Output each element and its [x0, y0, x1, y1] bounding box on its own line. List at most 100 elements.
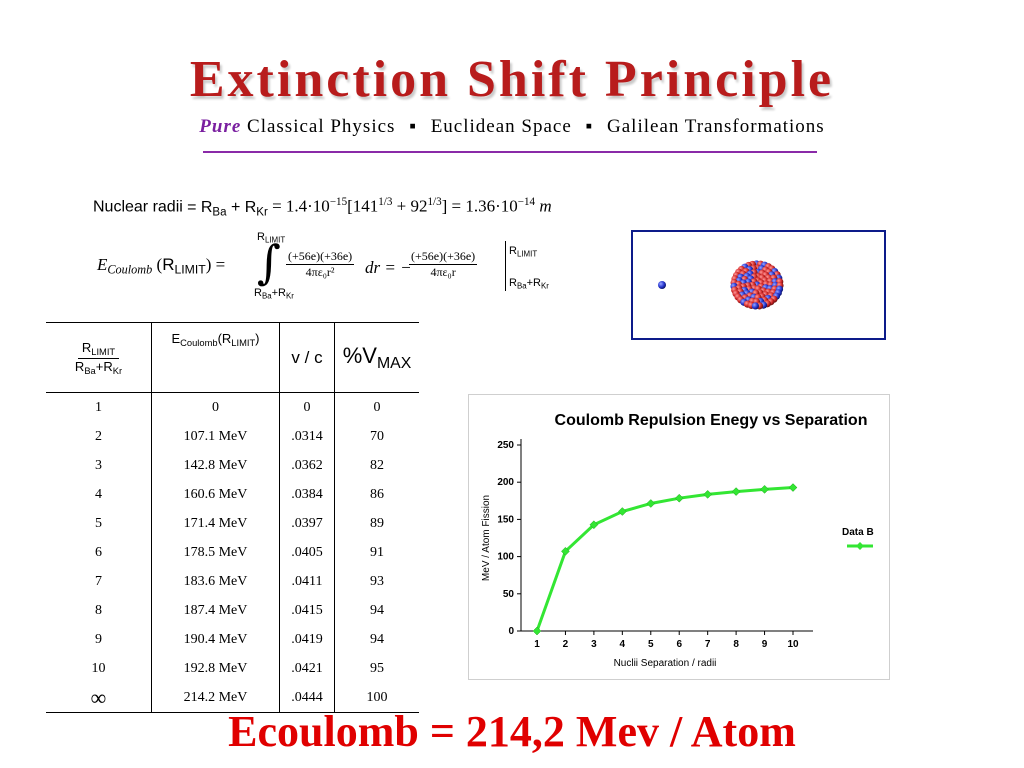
- neutron-particle: [751, 302, 759, 310]
- cell-coulomb-energy: 183.6 MeV: [151, 567, 280, 596]
- cell-coulomb-energy: 187.4 MeV: [151, 596, 280, 625]
- cell-velocity-ratio: .0421: [279, 654, 335, 683]
- cell-radius-ratio: 8: [95, 602, 102, 618]
- subtitle-item: Galilean Transformations: [607, 116, 825, 137]
- table-row: 9 190.4 MeV .0419 94: [46, 625, 419, 654]
- cell-percent-vmax: 82: [334, 451, 419, 480]
- differential: dr = −: [365, 258, 412, 277]
- x-tick-label: 1: [534, 639, 540, 650]
- cell-percent-vmax: 70: [334, 422, 419, 451]
- cell-radius-ratio: 7: [95, 573, 102, 589]
- y-tick-label: 250: [497, 440, 514, 451]
- integral-lower-limit: RBa+RKr: [254, 287, 294, 301]
- x-tick-label: 7: [705, 639, 711, 650]
- chart-svg: Coulomb Repulsion Enegy vs Separation 0 50…: [481, 412, 874, 669]
- x-tick-label: 4: [620, 639, 626, 650]
- eval-upper-limit: RLIMIT: [509, 245, 538, 259]
- cell-radius-ratio: 5: [95, 515, 102, 531]
- header-radius-ratio: RLIMIT RBa+RKr: [74, 340, 123, 376]
- cell-percent-vmax: 93: [334, 567, 419, 596]
- cell-velocity-ratio: .0314: [279, 422, 335, 451]
- table-row: 2 107.1 MeV .0314 70: [46, 422, 419, 451]
- data-point: [617, 507, 627, 516]
- cell-percent-vmax: 100: [334, 683, 419, 713]
- cell-radius-ratio: 4: [95, 486, 102, 502]
- x-tick-label: 6: [676, 639, 682, 650]
- cell-coulomb-energy: 190.4 MeV: [151, 625, 280, 654]
- cell-velocity-ratio: .0362: [279, 451, 335, 480]
- neutron-particle: [658, 281, 666, 289]
- evaluation-bar: [505, 241, 506, 291]
- cell-velocity-ratio: 0: [279, 392, 335, 422]
- cell-velocity-ratio: .0411: [279, 567, 335, 596]
- cell-coulomb-energy: 107.1 MeV: [151, 422, 280, 451]
- data-point: [674, 493, 684, 503]
- cell-percent-vmax: 94: [334, 596, 419, 625]
- cell-radius-ratio: 3: [95, 457, 102, 473]
- cell-radius-ratio: 6: [95, 544, 102, 560]
- slide-subtitle: Pure Classical Physics ▪ Euclidean Space…: [0, 116, 1024, 138]
- subtitle-separator: ▪: [409, 116, 417, 137]
- cell-radius-ratio: 9: [95, 631, 102, 647]
- result-fraction: (+56e)(+36e) 4πε₀r: [409, 249, 478, 279]
- coulomb-energy-table: RLIMIT RBa+RKr ECoulomb(RLIMIT) v / c %VM…: [46, 322, 419, 713]
- data-point: [760, 484, 769, 494]
- y-tick-label: 150: [497, 514, 514, 525]
- legend-marker: [856, 542, 864, 550]
- header-percent-vmax: %VMAX: [334, 322, 419, 393]
- table-row: ∞ 214.2 MeV .0444 100: [46, 683, 419, 713]
- subtitle-item: Classical Physics: [247, 116, 396, 137]
- title-underline: [203, 151, 817, 153]
- y-tick-label: 50: [503, 589, 515, 600]
- data-point: [532, 626, 542, 636]
- cell-percent-vmax: 89: [334, 509, 419, 538]
- cell-velocity-ratio: .0405: [279, 538, 335, 567]
- data-point: [703, 490, 713, 499]
- cell-percent-vmax: 94: [334, 625, 419, 654]
- table-row: 4 160.6 MeV .0384 86: [46, 480, 419, 509]
- header-velocity-ratio: v / c: [279, 322, 335, 393]
- cell-coulomb-energy: 178.5 MeV: [151, 538, 280, 567]
- table-row: 7 183.6 MeV .0411 93: [46, 567, 419, 596]
- nuclear-radii-equation: Nuclear radii = RBa + RKr = 1.4·10−15[14…: [93, 196, 552, 219]
- x-axis-label: Nuclii Separation / radii: [614, 658, 717, 669]
- data-point: [731, 487, 741, 496]
- cell-radius-ratio: 10: [91, 660, 106, 676]
- x-tick-label: 10: [787, 639, 799, 650]
- table-row: 10 192.8 MeV .0421 95: [46, 654, 419, 683]
- integral-sign: ∫: [257, 235, 281, 289]
- legend-label: Data B: [842, 527, 874, 538]
- cell-radius-ratio: 1: [95, 399, 102, 415]
- table-row: 3 142.8 MeV .0362 82: [46, 451, 419, 480]
- cell-coulomb-energy: 214.2 MeV: [151, 683, 280, 713]
- cell-percent-vmax: 0: [334, 392, 419, 422]
- y-axis-label: MeV / Atom Fission: [481, 495, 492, 581]
- cell-coulomb-energy: 192.8 MeV: [151, 654, 280, 683]
- header-coulomb-energy: ECoulomb(RLIMIT): [151, 322, 280, 393]
- x-tick-label: 9: [762, 639, 768, 650]
- subtitle-separator: ▪: [585, 116, 594, 137]
- nuclear-radii-label: Nuclear radii: [93, 198, 183, 216]
- data-point: [589, 520, 599, 530]
- subtitle-item: Euclidean Space: [430, 116, 572, 137]
- subtitle-pure: Pure: [199, 116, 242, 137]
- cell-percent-vmax: 95: [334, 654, 419, 683]
- coulomb-symbol: E: [97, 255, 108, 274]
- coulomb-integral-equation: ECoulomb (RLIMIT) = RLIMIT ∫ RBa+RKr (+5…: [97, 231, 549, 301]
- integrand-fraction: (+56e)(+36e) 4πε₀r²: [286, 249, 355, 279]
- nucleus-illustration: [631, 230, 886, 340]
- x-tick-label: 3: [591, 639, 597, 650]
- cell-velocity-ratio: .0419: [279, 625, 335, 654]
- integral-upper-limit: RLIMIT: [257, 231, 286, 245]
- eval-lower-limit: RBa+RKr: [509, 277, 549, 291]
- y-tick-label: 100: [497, 552, 514, 563]
- cell-velocity-ratio: .0415: [279, 596, 335, 625]
- slide-title: Extinction Shift Principle: [189, 51, 835, 108]
- x-tick-label: 5: [648, 639, 654, 650]
- cell-percent-vmax: 86: [334, 480, 419, 509]
- nucleus-cluster: [730, 260, 784, 310]
- table-row: 5 171.4 MeV .0397 89: [46, 509, 419, 538]
- data-point: [788, 483, 798, 492]
- cell-percent-vmax: 91: [334, 538, 419, 567]
